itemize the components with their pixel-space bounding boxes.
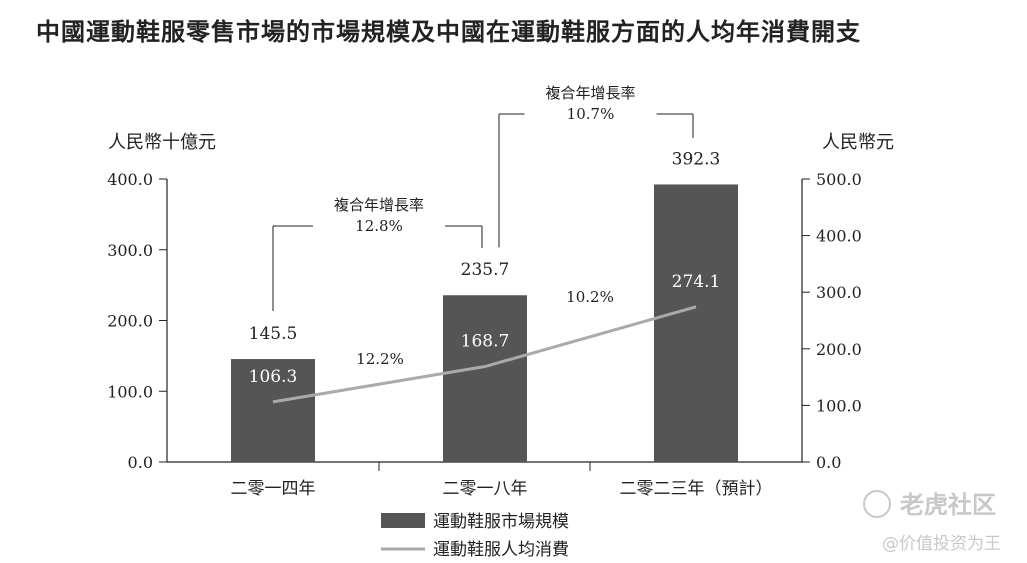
cagr-bracket-title-1: 複合年增長率 <box>545 84 635 102</box>
bar-1 <box>443 295 527 462</box>
line-cagr-label-0: 12.2% <box>356 350 404 368</box>
y-right-unit-label: 人民幣元 <box>822 132 894 153</box>
y-left-tick-label: 300.0 <box>107 241 153 260</box>
bar-value-label-2: 392.3 <box>672 149 721 169</box>
y-right-tick-label: 500.0 <box>816 170 862 189</box>
legend-line-label: 運動鞋服人均消費 <box>433 540 569 560</box>
legend-bar-label: 運動鞋服市場規模 <box>433 512 569 532</box>
cagr-bracket-value-0: 12.8% <box>355 217 403 235</box>
watermark-brand: 老虎社区 <box>900 491 996 519</box>
legend-bar-swatch <box>381 513 425 528</box>
line-value-label-0: 106.3 <box>249 367 298 387</box>
y-right-tick-label: 100.0 <box>816 396 862 415</box>
chart-title: 中國運動鞋服零售市場的市場規模及中國在運動鞋服方面的人均年消費開支 <box>36 18 861 46</box>
x-category-label-1: 二零一八年 <box>443 479 528 499</box>
line-value-label-2: 274.1 <box>672 272 721 292</box>
watermark-sub: @价值投资为王 <box>882 534 1001 554</box>
y-right-tick-label: 400.0 <box>816 227 862 246</box>
bar-value-label-1: 235.7 <box>461 260 510 280</box>
cagr-bracket-value-1: 10.7% <box>567 105 615 123</box>
bar-0 <box>231 359 315 462</box>
line-value-label-1: 168.7 <box>461 332 510 352</box>
y-left-tick-label: 0.0 <box>128 453 153 472</box>
y-left-tick-label: 400.0 <box>107 170 153 189</box>
line-per-capita <box>272 305 697 404</box>
bar-2 <box>654 184 738 462</box>
y-left-tick-label: 200.0 <box>107 312 153 331</box>
y-right-tick-label: 200.0 <box>816 340 862 359</box>
tiger-logo-icon <box>863 490 891 518</box>
line-cagr-label-1: 10.2% <box>566 288 614 306</box>
y-left-unit-label: 人民幣十億元 <box>108 132 216 153</box>
y-right-tick-label: 300.0 <box>816 283 862 302</box>
y-right-tick-label: 0.0 <box>816 453 841 472</box>
bar-value-label-0: 145.5 <box>249 324 298 344</box>
cagr-bracket-title-0: 複合年增長率 <box>334 196 424 214</box>
y-left-tick-label: 100.0 <box>107 382 153 401</box>
x-category-label-0: 二零一四年 <box>231 479 316 499</box>
x-category-label-2: 二零二三年（預計） <box>620 479 773 499</box>
